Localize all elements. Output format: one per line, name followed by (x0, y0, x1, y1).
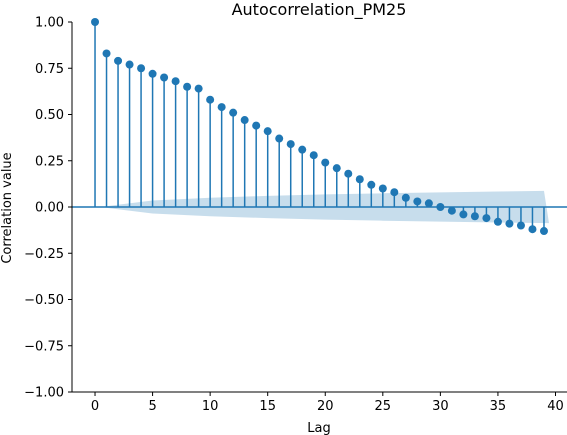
stem-marker (321, 158, 330, 167)
stem-marker (493, 217, 502, 226)
x-tick-label: 20 (317, 399, 334, 414)
y-tick-label: 0.75 (35, 62, 64, 77)
y-tick-label: −0.75 (24, 339, 64, 354)
stem-marker (482, 214, 491, 223)
x-tick-label: 5 (148, 399, 156, 414)
stem-marker (194, 84, 203, 93)
stem-marker (378, 184, 387, 193)
stem-marker (206, 95, 215, 104)
y-tick-label: −0.50 (24, 293, 64, 308)
stem-marker (217, 103, 226, 112)
y-tick-label: 0.25 (35, 154, 64, 169)
stem-marker (539, 227, 548, 236)
stem-marker (148, 69, 157, 78)
stem-marker (459, 210, 468, 219)
x-tick-label: 30 (432, 399, 449, 414)
x-axis-label: Lag (307, 421, 330, 435)
x-tick-label: 15 (259, 399, 276, 414)
stem-marker (309, 151, 318, 160)
stem-marker (91, 18, 100, 26)
stem-marker (229, 108, 238, 117)
stem-marker (447, 206, 456, 215)
stem-marker (114, 56, 123, 65)
y-tick-label: 0.50 (35, 108, 64, 123)
stem-marker (516, 221, 525, 230)
stem-marker (286, 140, 295, 149)
y-tick-label: 1.00 (35, 16, 64, 31)
stem-marker (390, 188, 399, 197)
stem-marker (183, 82, 192, 91)
y-tick-label: −0.25 (24, 247, 64, 262)
stem-marker (355, 175, 364, 184)
stem-marker (102, 49, 111, 58)
stem-marker (344, 169, 353, 178)
stem-marker (137, 64, 146, 73)
stem-marker (263, 127, 272, 136)
stem-marker (528, 225, 537, 234)
stem-series (91, 18, 548, 236)
stem-marker (160, 73, 169, 82)
stem-marker (298, 145, 307, 154)
x-tick-label: 25 (375, 399, 392, 414)
chart-title: Autocorrelation_PM25 (232, 0, 407, 20)
y-axis-label: Correlation value (0, 152, 15, 263)
axes: −1.00 −0.75 −0.50 −0.25 0.00 0.25 0.50 0.75 1.00… (24, 16, 567, 414)
stem-marker (240, 116, 249, 125)
y-tick-label: −1.00 (24, 386, 64, 401)
stem-marker (424, 199, 433, 208)
stem-marker (171, 77, 180, 86)
x-tick-label: 40 (547, 399, 564, 414)
stem-marker (332, 164, 341, 173)
stem-marker (413, 197, 422, 206)
stem-marker (367, 180, 376, 189)
x-tick-label: 0 (91, 399, 99, 414)
x-tick-label: 35 (490, 399, 507, 414)
stem-marker (125, 60, 134, 69)
stem-marker (470, 212, 479, 221)
stem-marker (505, 219, 514, 228)
y-tick-label: 0.00 (35, 201, 64, 216)
x-tick-label: 10 (202, 399, 219, 414)
stem-marker (252, 121, 261, 130)
stem-marker (401, 193, 410, 202)
stem-marker (275, 134, 284, 143)
